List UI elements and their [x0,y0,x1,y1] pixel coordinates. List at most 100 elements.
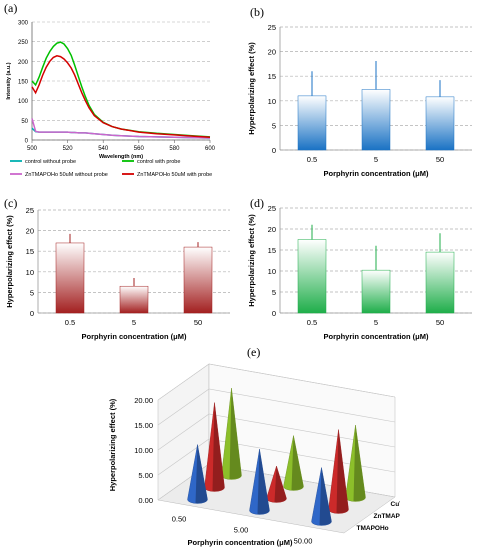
x-tick-label: 500 [27,146,38,152]
y-tick-label: 0.00 [138,496,153,505]
y-axis-title: Hyperpolarizing effect (%) [5,215,14,308]
x-tick-label: 5 [374,155,378,164]
y-tick-label: 5.00 [138,471,153,480]
chart-e: 0.00 5.00 10.00 15.00 20.00 0.50 5.00 50.00 TMAP… [108,363,431,547]
y-tick-label: 0 [272,309,276,318]
x-tick-label: 520 [63,146,74,152]
bar [425,251,455,314]
x-tick-label: 50.00 [294,537,313,546]
y-tick-label: 0 [25,139,29,145]
cone [249,448,270,515]
series-label: TMAPOHo [357,525,389,532]
x-tick-label: 5 [374,318,378,327]
gridline [157,363,396,401]
x-axis-title: Porphyrin concentration (μM) [187,538,293,547]
panel-e: (e) 0.00 5.00 10.00 15.00 20.00 0.50 5.00 50.00… [100,345,431,550]
cone-shade [229,388,242,480]
x-tick-label: 580 [169,146,180,152]
x-tick-label: 0.5 [307,155,317,164]
y-tick-label: 15.00 [134,421,153,430]
legend-label: control with probe [137,159,180,165]
cone-shade [274,466,287,503]
series-line [31,118,211,139]
cone-shade [291,435,304,491]
bar [425,96,455,151]
gridline [157,413,396,451]
cone-shade [353,425,366,502]
x-tick-label: 0.5 [307,318,317,327]
y-tick-label: 15 [268,246,276,255]
y-tick-label: 150 [18,80,29,86]
legend-label: ZnTMAPOHo 50uM with probe [137,172,212,178]
chart-c: 0 5 10 15 20 25 0.5 5 50 Porphyrin concentration … [5,206,230,341]
y-tick-label: 25 [268,204,276,213]
y-tick-label: 300 [18,21,29,27]
y-tick-label: 10 [268,97,276,106]
x-tick-label: 50 [194,318,202,327]
x-tick-label: 0.5 [65,318,75,327]
y-tick-label: 25 [268,23,276,32]
y-axis-title: Intensity (a.u.) [6,62,12,99]
legend-label: ZnTMAPOHo 50uM without probe [25,172,108,178]
cone [283,435,304,491]
y-axis-title: Hyperpolarizing effect (%) [247,214,256,307]
x-axis-title: Porphyrin concentration (μM) [81,332,187,341]
x-tick-label: 0.50 [172,515,187,524]
cone-shade [212,402,225,492]
panel-d: (d) 0 5 10 15 20 25 0.5 5 50 Porphyrin concentrat… [242,190,482,355]
chart-b: 0 5 10 15 20 25 0.5 5 50 Porphyrin concentration … [247,23,472,178]
y-tick-label: 0 [272,146,276,155]
x-tick-label: 5.00 [234,526,249,535]
y-tick-label: 0 [30,309,34,318]
panel-label-b: (b) [250,5,264,19]
y-tick-label: 20.00 [134,396,153,405]
bar [297,239,327,314]
cone-shade [195,444,208,504]
y-tick-label: 15 [268,72,276,81]
x-tick-label: 50 [436,155,444,164]
bar [361,89,391,151]
y-axis-title: Hyperpolarizing effect (%) [108,398,117,491]
y-tick-label: 20 [268,225,276,234]
cone [266,465,287,503]
bar [55,242,85,314]
y-tick-label: 10.00 [134,446,153,455]
series-line [31,55,211,138]
y-tick-label: 20 [26,227,34,236]
y-tick-label: 5 [272,121,276,130]
series-label: CuTMAPOHo [391,501,401,508]
panel-label-c: (c) [4,196,18,210]
cone-shade [257,449,270,515]
bar [119,285,149,314]
x-tick-label: 5 [132,318,136,327]
panel-c: (c) 0 5 10 15 20 25 0.5 5 50 Porphyrin concentrat… [0,190,240,355]
legend-label: control without probe [25,159,76,165]
y-tick-label: 10 [268,267,276,276]
x-tick-label: 540 [98,146,109,152]
x-axis-title: Porphyrin concentration (μM) [323,169,429,178]
x-tick-label: 560 [134,146,145,152]
panel-a: (a) 0 50 100 150 200 250 300 500 520 540 560 580 600… [0,0,235,190]
bar [183,246,213,314]
y-tick-label: 15 [26,247,34,256]
panel-b: (b) 0 5 10 15 20 25 0.5 5 50 Porphyrin concentrat… [242,0,482,190]
y-tick-label: 25 [26,206,34,215]
y-axis-title: Hyperpolarizing effect (%) [247,42,256,135]
cone [311,467,332,526]
y-tick-label: 10 [26,268,34,277]
x-tick-label: 50 [436,318,444,327]
x-axis-title: Wavelength (nm) [99,154,143,160]
y-tick-label: 20 [268,48,276,57]
series-label: ZnTMAPOHo [374,513,401,520]
cone-shade [336,429,349,514]
x-axis-title: Porphyrin concentration (μM) [323,332,429,341]
chart-a: 0 50 100 150 200 250 300 500 520 540 560 580 600 Wave… [6,21,216,179]
panel-label-a: (a) [4,1,18,15]
panel-label-d: (d) [250,196,264,210]
y-tick-label: 5 [30,288,34,297]
bar [361,269,391,314]
gridline [157,438,396,476]
y-tick-label: 50 [21,119,28,125]
bar [297,95,327,151]
y-tick-label: 250 [18,40,29,46]
